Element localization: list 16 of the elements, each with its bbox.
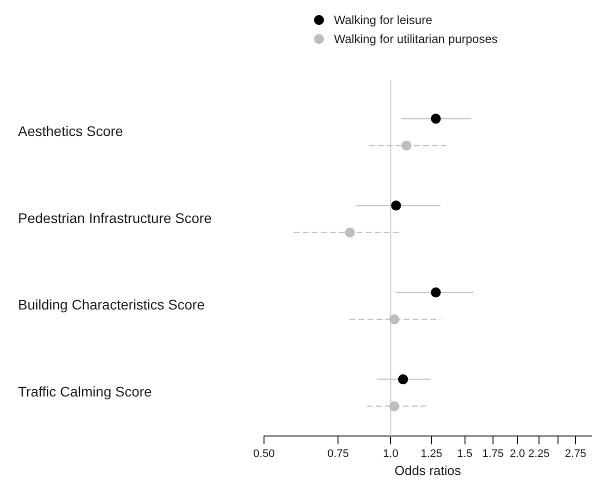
x-tick-label: 1.5: [457, 448, 472, 460]
x-tick-label: 2.25: [528, 448, 550, 460]
x-tick-label: 0.50: [253, 448, 275, 460]
y-tick-label: Pedestrian Infrastructure Score: [18, 210, 212, 226]
legend-label: Walking for utilitarian purposes: [334, 32, 498, 46]
x-tick-label: 1.25: [420, 448, 442, 460]
x-tick-label: 2.0: [510, 448, 526, 460]
legend-label: Walking for leisure: [334, 12, 432, 26]
y-tick-label: Building Characteristics Score: [18, 296, 205, 313]
x-tick-label: 2.75: [564, 448, 586, 460]
x-tick-label: 1.0: [383, 448, 398, 460]
x-tick-label: 1.75: [482, 448, 504, 460]
x-axis-title: Odds ratios: [394, 462, 462, 478]
y-tick-label: Aesthetics Score: [18, 122, 124, 139]
x-tick-label: 0.75: [327, 448, 349, 460]
y-tick-label: Traffic Calming Score: [18, 384, 152, 400]
